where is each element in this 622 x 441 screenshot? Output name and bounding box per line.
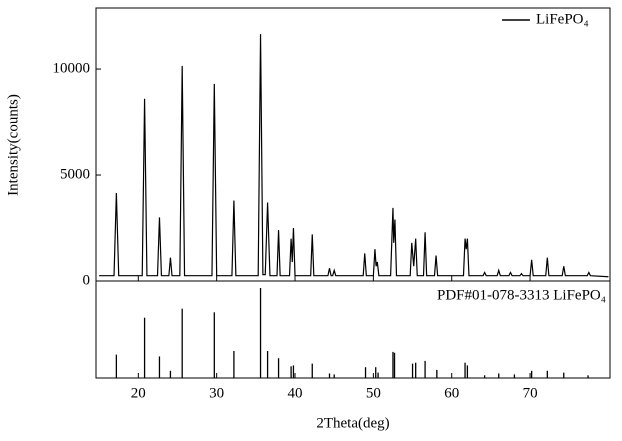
x-tick-label: 60 <box>444 385 459 401</box>
data-line <box>99 34 609 278</box>
x-tick-label: 70 <box>523 385 538 401</box>
y-tick-label: 5000 <box>60 166 90 182</box>
x-axis-label: 2Theta(deg) <box>316 415 389 431</box>
x-tick-label: 30 <box>209 385 224 401</box>
reference-label: PDF#01-078-3313 LiFePO₄ <box>437 287 606 303</box>
frame <box>95 7 611 379</box>
x-tick-label: 40 <box>288 385 303 401</box>
x-tick-label: 50 <box>366 385 381 401</box>
legend-label: LiFePO₄ <box>536 11 589 27</box>
y-tick-label: 10000 <box>53 60 91 76</box>
y-tick-label: 0 <box>83 272 91 288</box>
y-axis-label: Intensity(counts) <box>5 94 21 196</box>
x-tick-label: 20 <box>131 385 146 401</box>
